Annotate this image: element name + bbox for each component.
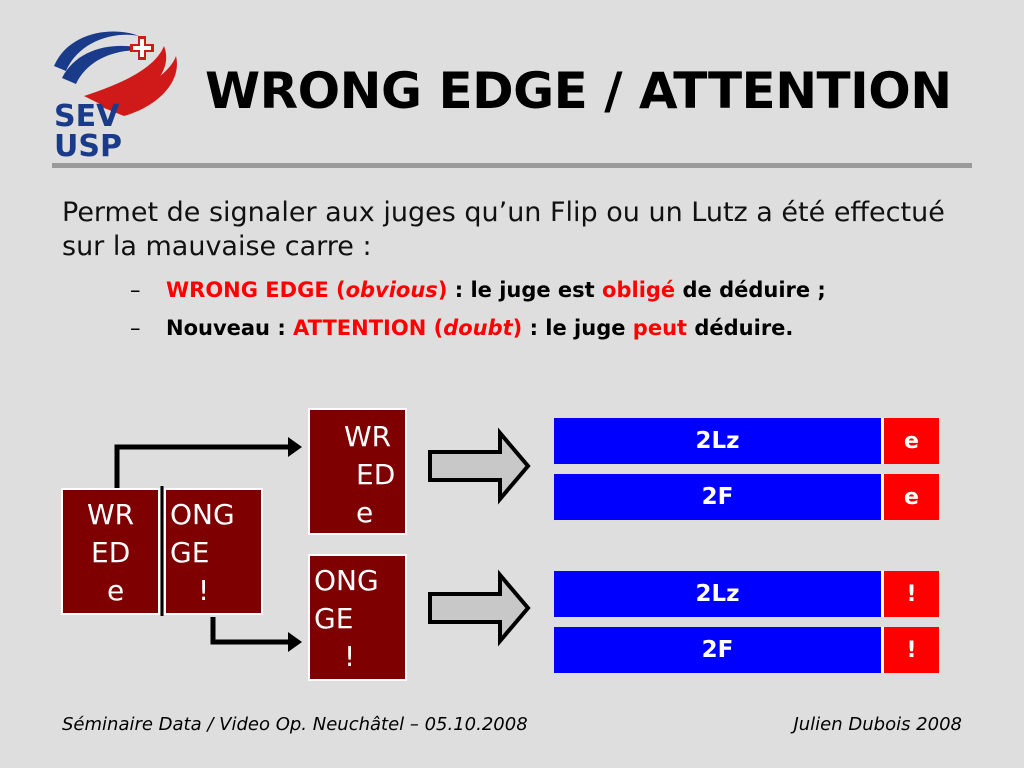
mark-line: e	[107, 574, 125, 607]
mark-line: !	[344, 640, 356, 673]
connector-up-arrowhead	[288, 437, 302, 457]
nouveau-label: Nouveau :	[166, 316, 294, 340]
flag-attention: !	[884, 571, 939, 617]
connector-down-arrowhead	[288, 632, 302, 652]
bullet-text: : le juge est	[447, 278, 603, 302]
doubt-label: doubt	[443, 316, 513, 340]
mark-line: GE	[314, 602, 354, 635]
flag-e: e	[884, 418, 939, 464]
close-paren: )	[512, 316, 523, 340]
bullet-dash: –	[130, 278, 141, 302]
peut-label: peut	[632, 316, 688, 340]
logo-text-usp: USP	[54, 129, 122, 164]
mark-line: WR	[344, 420, 392, 453]
mark-line: ED	[91, 536, 131, 569]
attention-label: ATTENTION (	[293, 316, 444, 340]
mark-line: ONG	[314, 564, 379, 597]
bullet-text: de déduire ;	[675, 278, 826, 302]
connector-down-arrow	[210, 617, 288, 645]
mark-line: ONG	[170, 498, 235, 531]
page-title: WRONG EDGE / ATTENTION	[205, 62, 952, 120]
wrong-edge-mark: WR ED e	[308, 408, 407, 535]
combined-mark-left: WR ED e	[61, 488, 160, 615]
mark-line: ED	[356, 458, 396, 491]
footer-right: Julien Dubois 2008	[793, 714, 962, 735]
wrong-edge-label: WRONG EDGE (	[166, 278, 346, 302]
element-bar-2f: 2F	[554, 627, 884, 673]
combined-mark-right: ONG GE !	[164, 488, 263, 615]
sev-usp-logo: SEV USP	[44, 26, 184, 164]
block-arrow-bottom	[428, 569, 531, 647]
obvious-label: obvious	[345, 278, 438, 302]
mark-line: e	[356, 496, 374, 529]
footer-left: Séminaire Data / Video Op. Neuchâtel – 0…	[62, 714, 528, 735]
flag-attention: !	[884, 627, 939, 673]
bullet-text: : le juge	[522, 316, 633, 340]
oblige-label: obligé	[602, 278, 676, 302]
logo-text-sev: SEV	[54, 99, 120, 134]
mark-line: !	[198, 574, 210, 607]
element-bar-2lz: 2Lz	[554, 418, 884, 464]
flag-e: e	[884, 474, 939, 520]
intro-text: Permet de signaler aux juges qu’un Flip …	[62, 197, 945, 262]
bullet-text: déduire.	[687, 316, 794, 340]
connector-up-arrow	[114, 444, 288, 488]
attention-mark: ONG GE !	[308, 554, 407, 681]
close-paren: )	[437, 278, 448, 302]
bullet-dash: –	[130, 316, 141, 340]
element-bar-2lz: 2Lz	[554, 571, 884, 617]
mark-line: GE	[170, 536, 210, 569]
mark-line: WR	[87, 498, 135, 531]
title-divider	[52, 163, 972, 168]
swoosh-icon	[54, 31, 177, 116]
block-arrow-top	[428, 427, 531, 505]
element-bar-2f: 2F	[554, 474, 884, 520]
